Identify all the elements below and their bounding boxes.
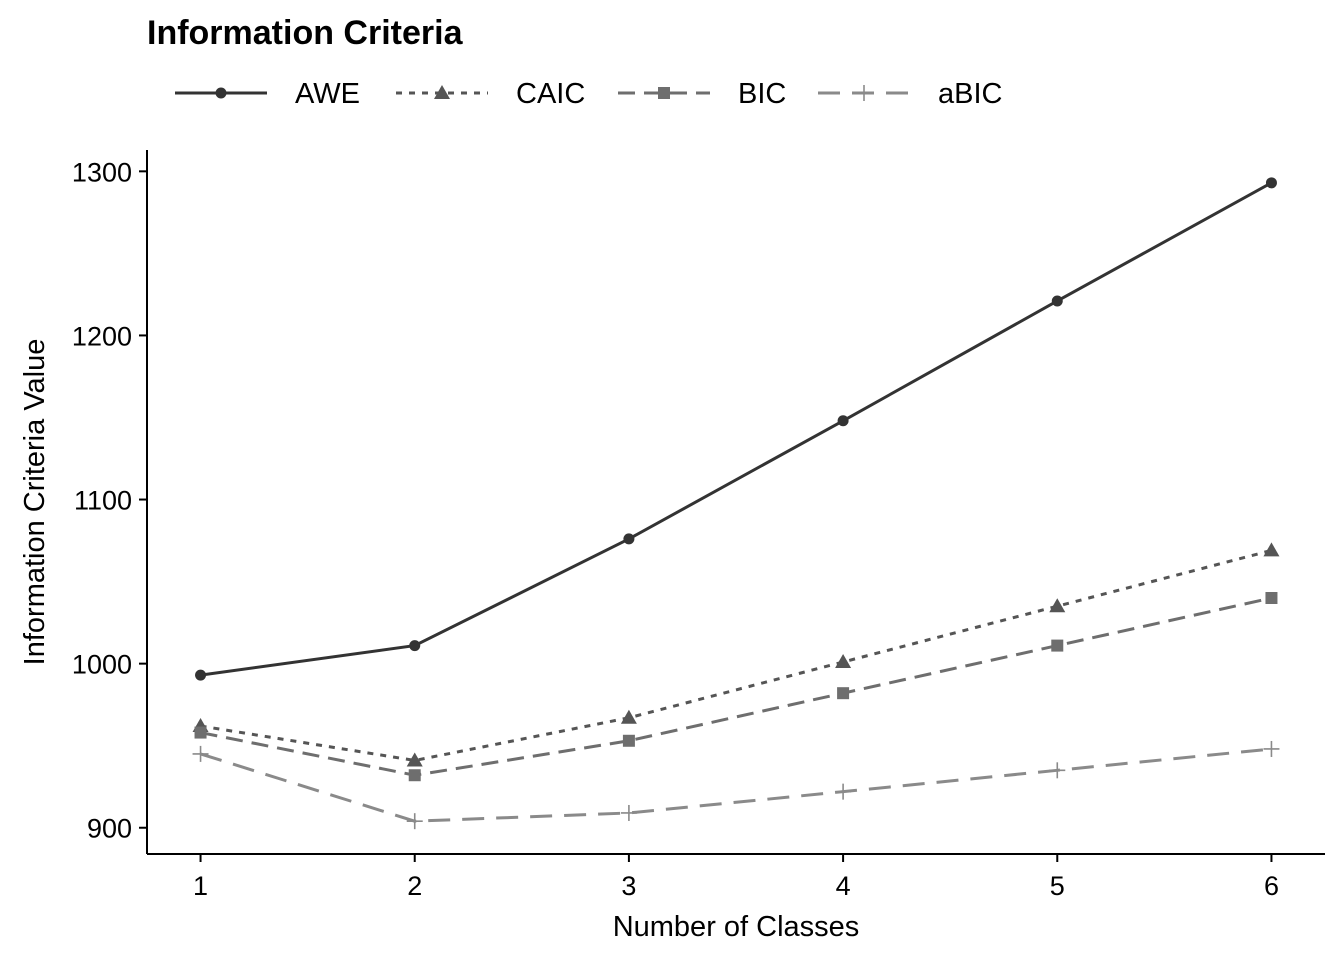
legend-marker-awe (215, 87, 227, 99)
y-tick-label: 1300 (72, 157, 132, 187)
data-point-caic (835, 654, 852, 668)
chart-title: Information Criteria (147, 14, 463, 52)
y-axis-label: Information Criteria Value (19, 339, 51, 666)
plot-area (192, 177, 1280, 830)
data-point-bic (837, 687, 850, 700)
data-point-abic (1049, 762, 1066, 779)
data-point-bic (408, 769, 421, 782)
x-tick-label: 2 (407, 871, 422, 901)
series-awe (195, 177, 1277, 681)
data-point-caic (1049, 598, 1066, 613)
x-tick-label: 5 (1050, 871, 1065, 901)
data-point-caic (620, 709, 637, 724)
series-line-awe (200, 181, 1273, 677)
data-point-abic (1263, 740, 1280, 757)
data-point-awe (195, 669, 207, 681)
data-point-abic (192, 745, 209, 762)
legend-label-awe: AWE (295, 78, 360, 110)
data-point-awe (1051, 295, 1063, 307)
y-tick-label: 1000 (72, 650, 132, 680)
axes: 900 1000 1100 1200 1300 1 2 3 4 5 6 (72, 150, 1325, 901)
data-point-bic (622, 734, 635, 747)
x-tick-label: 6 (1264, 871, 1279, 901)
x-tick-label: 3 (621, 871, 636, 901)
data-point-bic (1265, 592, 1278, 604)
y-tick-label: 1100 (74, 486, 132, 516)
data-point-abic (406, 813, 423, 830)
legend-label-abic: aBIC (938, 78, 1002, 110)
legend-label-bic: BIC (738, 78, 786, 110)
legend-marker-bic (658, 87, 670, 99)
data-point-awe (409, 640, 421, 652)
legend-label-caic: CAIC (516, 78, 585, 110)
y-tick-label: 1200 (72, 321, 132, 351)
legend: AWE CAIC BIC aBIC (175, 78, 1002, 110)
data-point-bic (194, 726, 207, 739)
data-point-caic (406, 752, 423, 767)
data-point-abic (835, 783, 852, 800)
legend-item-bic: BIC (618, 78, 786, 110)
series-line-bic (200, 596, 1272, 777)
y-tick-label: 900 (87, 814, 132, 844)
x-tick-label: 1 (193, 871, 208, 901)
series-abic (192, 740, 1280, 830)
legend-item-abic: aBIC (818, 78, 1002, 110)
data-point-awe (1265, 177, 1277, 189)
legend-item-caic: CAIC (396, 78, 585, 110)
data-point-awe (623, 533, 635, 545)
legend-item-awe: AWE (175, 78, 360, 110)
series-line-caic (200, 548, 1272, 762)
data-point-awe (837, 415, 849, 427)
x-axis-label: Number of Classes (613, 911, 860, 943)
x-tick-label: 4 (836, 871, 851, 901)
series-bic (194, 592, 1278, 782)
data-point-caic (1263, 542, 1280, 557)
data-point-abic (620, 804, 637, 821)
legend-marker-abic (856, 85, 872, 101)
legend-marker-caic (434, 85, 450, 99)
data-point-bic (1051, 639, 1064, 652)
series-line-abic (200, 747, 1272, 823)
